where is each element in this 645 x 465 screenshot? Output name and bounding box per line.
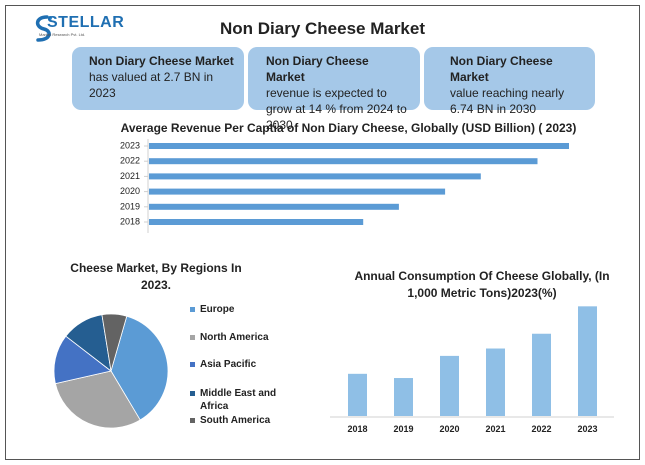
- consumption-bar-2018: [348, 373, 367, 416]
- x-tick-label: 2023: [577, 424, 597, 434]
- stellar-logo: STELLAR Market Research Pvt. Ltd.: [33, 14, 124, 44]
- stat-card-body: has valued at 2.7 BN in 2023: [89, 70, 214, 100]
- legend-label: Asia Pacific: [200, 359, 257, 370]
- legend-swatch: [190, 391, 195, 396]
- pie-slice-north-america: [54, 370, 141, 429]
- legend-swatch: [190, 362, 195, 367]
- legend-swatch: [190, 418, 195, 423]
- legend-swatch: [190, 335, 195, 340]
- revenue-bar-2020: [149, 188, 446, 195]
- consumption-chart-title: Annual Consumption Of Cheese Globally, (…: [354, 269, 610, 300]
- stat-card-body: revenue is expected to grow at 14 % from…: [266, 86, 407, 132]
- pie-slice-europe: [110, 315, 169, 421]
- stat-card-heading: Non Diary Cheese Market: [89, 54, 234, 68]
- legend-label: Europe: [200, 304, 235, 315]
- revenue-bar-2019: [149, 203, 399, 210]
- logo-tagline: Market Research Pvt. Ltd.: [39, 32, 86, 37]
- x-tick-label: 2018: [347, 424, 367, 434]
- page-title: Non Diary Cheese Market: [219, 19, 426, 38]
- legend-label: Middle East and Africa: [200, 388, 277, 412]
- logo-swoosh-icon: [35, 15, 52, 42]
- region-pie-chart: [53, 313, 169, 429]
- logo-wordmark: STELLAR: [47, 14, 125, 31]
- consumption-bar-2023: [578, 306, 597, 416]
- consumption-bar-2020: [440, 355, 459, 416]
- consumption-bar-2021: [486, 348, 505, 416]
- revenue-chart-title: Average Revenue Per Captia of Non Diary …: [120, 121, 577, 135]
- revenue-per-capita-bar-chart: 2023 2022 2021 2020 2019 2018: [120, 139, 569, 233]
- y-tick-label: 2020: [120, 186, 140, 196]
- revenue-bar-2023: [149, 143, 569, 149]
- y-tick-label: 2019: [120, 201, 140, 211]
- legend-label: North America: [200, 332, 269, 343]
- stat-card-market-value: Non Diary Cheese Market has valued at 2.…: [72, 47, 244, 110]
- y-tick-label: 2022: [120, 156, 140, 166]
- x-tick-label: 2022: [531, 424, 551, 434]
- legend-label: South America: [200, 415, 271, 426]
- x-tick-label: 2020: [439, 424, 459, 434]
- region-chart-title: Cheese Market, By Regions In 2023.: [70, 261, 242, 292]
- revenue-bar-2018: [149, 219, 364, 225]
- stat-card-heading: Non Diary Cheese Market: [450, 54, 553, 84]
- stat-card-heading: Non Diary Cheese Market: [266, 54, 369, 84]
- consumption-bar-2022: [532, 333, 551, 416]
- stat-card-growth: Non Diary Cheese Market revenue is expec…: [248, 47, 420, 132]
- stat-card-forecast: Non Diary Cheese Market value reaching n…: [424, 47, 595, 116]
- revenue-bar-2021: [149, 173, 481, 180]
- pie-slice-south-america: [101, 313, 128, 372]
- y-tick-label: 2018: [120, 217, 140, 227]
- y-tick-label: 2023: [120, 141, 140, 151]
- x-tick-label: 2019: [393, 424, 413, 434]
- x-tick-label: 2021: [485, 424, 505, 434]
- consumption-bar-chart: 2018 2019 2020 2021 2022 2023: [330, 306, 614, 434]
- consumption-bar-2019: [394, 378, 413, 416]
- revenue-bar-2022: [149, 158, 538, 165]
- y-tick-label: 2021: [120, 171, 140, 181]
- stat-card-body: value reaching nearly 6.74 BN in 2030: [450, 86, 565, 116]
- legend-swatch: [190, 307, 195, 312]
